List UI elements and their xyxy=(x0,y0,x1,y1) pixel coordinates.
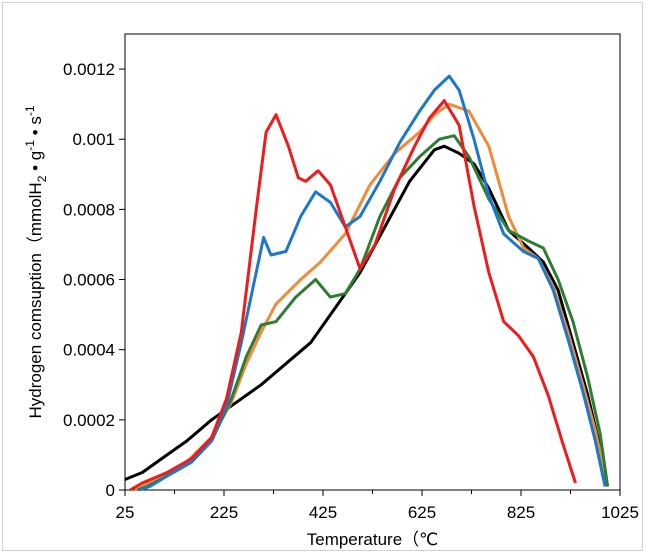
x-tick-label: 425 xyxy=(309,503,337,522)
x-tick-label: 1025 xyxy=(601,503,639,522)
y-tick-label: 0.0002 xyxy=(63,411,115,430)
y-tick-label: 0.0006 xyxy=(63,271,115,290)
y-tick-label: 0.0012 xyxy=(63,60,115,79)
x-tick-label: 825 xyxy=(507,503,535,522)
plot-area xyxy=(124,33,621,491)
axes: 25 225 425 625 825 1025 0 0.0002 0.0004 0.0006 0.0… xyxy=(63,60,639,522)
line-chart: 25 225 425 625 825 1025 0 0.0002 0.0004 0.0006 0.0… xyxy=(23,33,639,549)
series-group xyxy=(124,74,610,492)
plot-border xyxy=(124,33,621,491)
y-axis-title-unit-s: • s xyxy=(26,116,45,140)
y-axis-title-sub: 2 xyxy=(35,175,49,182)
y-tick-label: 0 xyxy=(106,481,115,500)
y-tick-label: 0.0004 xyxy=(63,341,115,360)
y-tick-label: 0.0008 xyxy=(63,200,115,219)
x-tick-label: 625 xyxy=(408,503,436,522)
x-tick-label: 25 xyxy=(116,503,135,522)
series-line-1 xyxy=(124,144,610,487)
y-tick-label: 0.001 xyxy=(72,130,115,149)
y-axis-title-sup-s: -1 xyxy=(23,105,37,116)
series-line-4 xyxy=(139,74,607,492)
series-line-5 xyxy=(129,99,577,492)
series-line-3 xyxy=(136,134,610,492)
y-axis-title-unit-g: • g xyxy=(26,151,45,176)
y-axis-title: Hydrogen comsuption（mmolH2 • g-1 • s-1 xyxy=(23,105,49,418)
x-tick-label: 225 xyxy=(210,503,238,522)
series-line-2 xyxy=(134,102,610,492)
x-axis-title: Temperature（℃ xyxy=(307,530,439,549)
y-axis-title-sup-g: -1 xyxy=(23,140,37,151)
y-axis-title-main: Hydrogen comsuption（mmolH xyxy=(26,182,45,418)
